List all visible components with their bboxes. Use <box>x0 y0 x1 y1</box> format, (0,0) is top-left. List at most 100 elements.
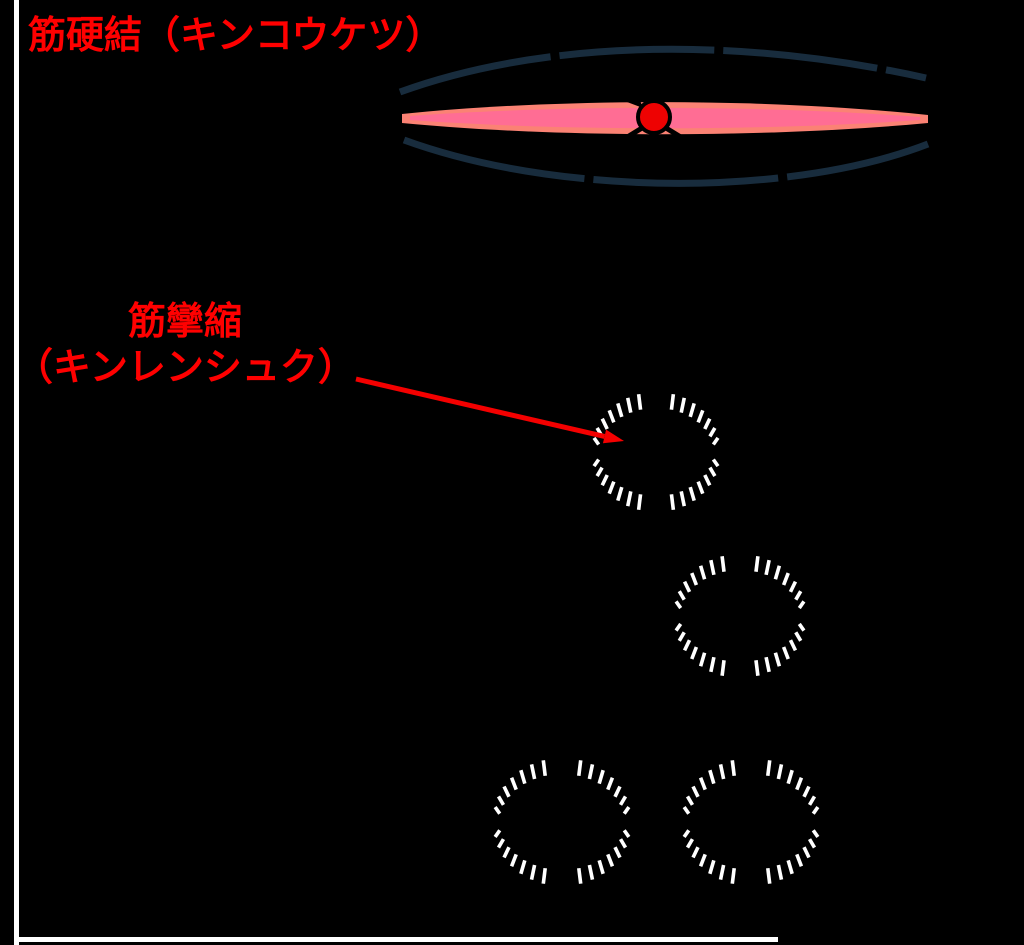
hatch-tick <box>730 760 736 777</box>
hatch-tick <box>718 864 726 881</box>
hatch-tick <box>807 838 817 849</box>
hatch-tick <box>788 580 798 593</box>
hatch-tick <box>592 458 601 468</box>
hatch-tick <box>781 572 790 586</box>
hatch-tick <box>795 853 804 867</box>
hatch-tick <box>625 397 633 413</box>
hatch-tick <box>669 393 676 410</box>
hatch-tick <box>625 491 633 507</box>
hatch-tick <box>677 631 686 642</box>
hatch-tick <box>679 397 687 413</box>
hatch-tick <box>688 402 696 418</box>
hatch-tick <box>764 656 771 673</box>
hatch-tick <box>493 806 502 815</box>
hatch-tick <box>674 622 683 632</box>
muscle-upper-outline <box>398 45 927 96</box>
muscle-lower-outline <box>402 136 930 187</box>
trigger-point-knot <box>636 99 672 135</box>
hatch-tick <box>788 639 798 652</box>
hatch-tick <box>708 427 717 438</box>
hatch-tick <box>709 656 716 673</box>
hatch-tick <box>698 853 707 867</box>
hatch-tick <box>696 409 705 424</box>
hatch-tick <box>595 466 604 477</box>
hatch-tick <box>502 785 511 798</box>
hatch-tick <box>811 829 820 838</box>
hatch-tick <box>766 867 772 884</box>
hatch-tick <box>613 785 622 798</box>
hatch-tick <box>636 393 643 410</box>
hatch-tick <box>496 838 506 849</box>
hatch-tick <box>718 763 726 780</box>
hatch-tick <box>679 491 687 507</box>
hatch-tick <box>600 474 609 487</box>
hatch-tick <box>720 660 726 676</box>
hatch-tick <box>730 867 736 884</box>
hatch-tick <box>607 480 616 495</box>
hatch-tick <box>781 646 790 660</box>
hatch-tick <box>606 777 615 791</box>
hatch-tick <box>622 829 631 838</box>
hatch-tick <box>795 777 804 791</box>
hatch-tick <box>496 795 506 806</box>
hatch-tick <box>698 565 707 580</box>
hatch-tick <box>529 763 537 780</box>
hatch-tick <box>616 486 624 502</box>
hatch-tick <box>786 859 794 875</box>
hatch-tick <box>682 829 691 838</box>
frame-bottom-line <box>14 937 778 942</box>
hatch-tick <box>754 556 760 572</box>
induration-label: 筋硬結（キンコウケツ） <box>28 15 444 57</box>
hatch-tick <box>720 556 726 572</box>
hatch-tick <box>811 806 820 815</box>
hatch-tick <box>519 859 527 875</box>
spasm-label-line1: 筋攣縮 <box>127 301 242 343</box>
hatch-tick <box>776 763 784 780</box>
contracted-muscle-hatching <box>592 393 720 511</box>
hatch-tick <box>592 436 601 446</box>
hatch-tick <box>708 769 716 785</box>
hatch-tick <box>773 652 782 667</box>
hatch-tick <box>688 486 696 502</box>
hatch-tick <box>502 846 511 859</box>
hatch-tick <box>690 572 699 586</box>
hatch-tick <box>618 795 628 806</box>
knot-arrow-shaft <box>610 76 636 101</box>
hatch-tick <box>577 867 583 884</box>
hatch-tick <box>703 417 712 430</box>
hatch-tick <box>618 838 628 849</box>
hatch-tick <box>691 846 700 859</box>
hatch-tick <box>682 639 692 652</box>
hatch-tick <box>674 600 683 610</box>
hatch-tick <box>709 559 716 576</box>
spasm-arrow-head <box>602 429 624 444</box>
hatch-tick <box>690 646 699 660</box>
hatch-tick <box>708 859 716 875</box>
hatch-tick <box>794 631 803 642</box>
hatch-tick <box>703 474 712 487</box>
hatch-tick <box>708 466 717 477</box>
contracted-muscle-hatching <box>682 760 820 884</box>
hatch-tick <box>606 853 615 867</box>
hatch-tick <box>509 853 518 867</box>
hatch-tick <box>529 864 537 881</box>
hatch-tick <box>691 785 700 798</box>
hatch-tick <box>669 494 676 511</box>
hatch-tick <box>541 760 547 777</box>
hatch-tick <box>587 763 595 780</box>
muscle-illustration <box>398 45 930 187</box>
hatch-tick <box>807 795 817 806</box>
hatch-tick <box>677 590 686 601</box>
spasm-arrow-shaft <box>355 376 606 439</box>
knot-arrow-head <box>627 93 643 108</box>
hatch-tick <box>519 769 527 785</box>
hatch-tick <box>682 806 691 815</box>
hatch-tick <box>616 402 624 418</box>
spasm-label: 筋攣縮 （キンレンシュク） <box>15 300 356 392</box>
knot-fiber-lines <box>596 125 712 158</box>
hatch-tick <box>607 409 616 424</box>
hatch-tick <box>797 600 806 610</box>
hatch-tick <box>587 864 595 881</box>
spasm-label-line2: （キンレンシュク） <box>15 346 356 389</box>
hatch-tick <box>685 838 695 849</box>
